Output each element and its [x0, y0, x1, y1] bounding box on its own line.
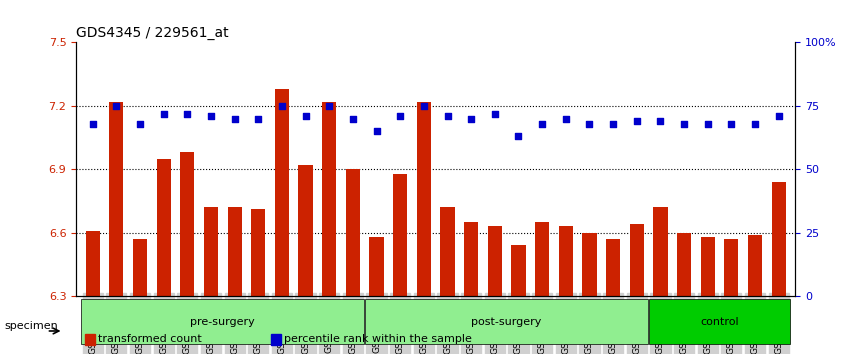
Point [654, 118, 667, 124]
Point [204, 113, 217, 119]
Bar [629, 224, 644, 296]
Bar [417, 102, 431, 296]
FancyBboxPatch shape [81, 299, 365, 344]
Text: post-surgery: post-surgery [471, 316, 541, 326]
Text: GDS4345 / 229561_at: GDS4345 / 229561_at [76, 26, 228, 40]
Bar [85, 334, 95, 345]
Bar [204, 207, 218, 296]
Text: percentile rank within the sample: percentile rank within the sample [284, 335, 472, 344]
Bar [441, 207, 454, 296]
Text: transformed count: transformed count [98, 335, 202, 344]
Point [607, 121, 620, 126]
Bar [393, 173, 407, 296]
Bar [535, 222, 549, 296]
Text: control: control [700, 316, 739, 326]
Bar [724, 239, 739, 296]
Bar [157, 159, 171, 296]
Point [772, 113, 785, 119]
Bar [109, 102, 124, 296]
Bar [299, 165, 313, 296]
Bar [582, 233, 596, 296]
Point [678, 121, 691, 126]
Point [464, 116, 478, 121]
Point [275, 103, 288, 109]
Point [559, 116, 573, 121]
Point [583, 121, 596, 126]
Bar [511, 245, 525, 296]
Text: pre-surgery: pre-surgery [190, 316, 255, 326]
Bar [228, 207, 242, 296]
Point [441, 113, 454, 119]
Point [370, 129, 383, 134]
Point [299, 113, 312, 119]
Bar [346, 169, 360, 296]
Text: specimen: specimen [4, 321, 58, 331]
Point [748, 121, 761, 126]
Bar [464, 222, 478, 296]
Point [251, 116, 265, 121]
Point [393, 113, 407, 119]
Point [725, 121, 739, 126]
Bar [370, 237, 383, 296]
Bar [271, 334, 281, 345]
Point [417, 103, 431, 109]
Bar [558, 227, 573, 296]
Point [110, 103, 124, 109]
Bar [606, 239, 620, 296]
Point [180, 111, 194, 116]
Point [228, 116, 241, 121]
Bar [677, 233, 691, 296]
Point [488, 111, 502, 116]
Point [512, 133, 525, 139]
Bar [322, 102, 337, 296]
Bar [772, 182, 786, 296]
Bar [251, 210, 266, 296]
Point [322, 103, 336, 109]
FancyBboxPatch shape [365, 299, 648, 344]
Bar [700, 237, 715, 296]
Point [630, 118, 644, 124]
Bar [488, 227, 502, 296]
Bar [133, 239, 147, 296]
Point [86, 121, 100, 126]
Point [157, 111, 170, 116]
Bar [275, 89, 289, 296]
Point [346, 116, 360, 121]
FancyBboxPatch shape [649, 299, 790, 344]
Bar [180, 153, 195, 296]
Bar [653, 207, 667, 296]
Point [701, 121, 715, 126]
Point [133, 121, 146, 126]
Bar [85, 231, 100, 296]
Point [536, 121, 549, 126]
Bar [748, 235, 762, 296]
